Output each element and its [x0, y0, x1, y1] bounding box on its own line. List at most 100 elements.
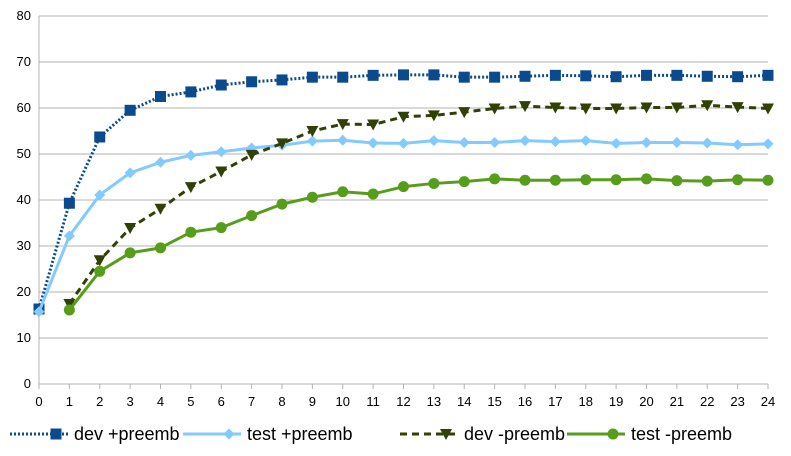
- data-point: [367, 119, 380, 131]
- data-point: [367, 137, 379, 149]
- legend-label: test +preemb: [247, 424, 353, 444]
- legend-label: test -preemb: [631, 424, 732, 444]
- legend-item: test +preemb: [183, 424, 353, 444]
- x-tick-label: 7: [248, 394, 255, 409]
- x-tick-label: 16: [518, 394, 532, 409]
- data-point: [337, 71, 349, 83]
- data-point: [732, 139, 744, 151]
- x-tick-label: 11: [366, 394, 380, 409]
- x-tick-label: 20: [639, 394, 653, 409]
- x-tick-label: 19: [609, 394, 623, 409]
- data-point: [185, 86, 197, 98]
- data-point: [398, 137, 409, 149]
- x-tick-label: 18: [579, 394, 593, 409]
- x-tick-label: 2: [96, 394, 103, 409]
- data-point: [549, 136, 561, 148]
- data-point: [701, 100, 714, 112]
- data-point: [519, 135, 531, 147]
- series-test-preemb: [33, 134, 774, 318]
- legend-marker: [607, 428, 619, 440]
- data-point: [762, 69, 774, 81]
- y-tick-label: 10: [17, 330, 31, 345]
- x-tick-label: 9: [309, 394, 316, 409]
- data-point: [63, 197, 75, 209]
- data-point: [246, 76, 258, 88]
- data-point: [428, 135, 440, 147]
- data-point: [246, 210, 258, 222]
- data-point: [731, 102, 744, 114]
- data-point: [610, 71, 622, 83]
- legend-label: dev -preemb: [464, 424, 565, 444]
- data-point: [670, 102, 683, 114]
- x-tick-label: 12: [396, 394, 410, 409]
- data-point: [458, 137, 470, 148]
- series-dev-preemb: [33, 69, 774, 315]
- data-point: [549, 102, 562, 114]
- x-tick-label: 23: [730, 394, 744, 409]
- data-point: [276, 74, 288, 86]
- legend-item: test -preemb: [567, 424, 732, 444]
- data-point: [428, 177, 440, 189]
- data-point: [185, 149, 197, 161]
- data-point: [367, 188, 379, 200]
- data-point: [63, 304, 75, 316]
- x-tick-label: 6: [218, 394, 225, 409]
- y-tick-label: 0: [24, 376, 31, 391]
- data-point: [640, 102, 653, 114]
- series-layer: [33, 69, 774, 318]
- data-point: [489, 173, 501, 185]
- data-point: [155, 156, 166, 168]
- y-tick-label: 70: [17, 54, 31, 69]
- data-point: [185, 226, 197, 238]
- y-tick-label: 60: [17, 100, 31, 115]
- data-point: [610, 103, 623, 115]
- x-tick-label: 14: [457, 394, 471, 409]
- x-tick-label: 10: [336, 394, 350, 409]
- x-tick-label: 0: [35, 394, 42, 409]
- data-point: [398, 69, 409, 81]
- data-point: [549, 174, 561, 186]
- data-point: [641, 173, 652, 185]
- y-tick-label: 20: [17, 284, 31, 299]
- data-point: [33, 306, 45, 318]
- data-point: [124, 247, 136, 259]
- x-tick-label: 1: [66, 394, 73, 409]
- data-point: [458, 107, 471, 119]
- data-point: [306, 71, 318, 83]
- x-tick-label: 21: [670, 394, 684, 409]
- data-point: [94, 131, 106, 143]
- data-point: [63, 230, 75, 242]
- data-point: [610, 137, 622, 149]
- data-point: [306, 191, 318, 203]
- data-point: [762, 174, 774, 186]
- series-line: [37, 138, 769, 313]
- data-point: [155, 91, 166, 102]
- legend-item: dev -preemb: [400, 424, 565, 444]
- y-tick-label: 50: [17, 146, 31, 161]
- x-tick-label: 15: [487, 394, 501, 409]
- data-point: [579, 103, 592, 115]
- data-point: [124, 104, 136, 116]
- data-point: [336, 119, 349, 131]
- data-point: [519, 101, 531, 113]
- data-point: [215, 222, 227, 234]
- series-dev-preemb: [63, 100, 774, 310]
- data-point: [732, 71, 744, 83]
- data-point: [124, 167, 136, 179]
- data-point: [580, 70, 592, 82]
- x-tick-label: 4: [157, 394, 164, 409]
- data-point: [276, 198, 288, 210]
- data-point: [580, 174, 592, 186]
- x-tick-label: 24: [761, 394, 775, 409]
- x-tick-label: 22: [700, 394, 714, 409]
- data-point: [397, 111, 410, 123]
- data-point: [94, 189, 106, 201]
- x-tick-label: 3: [127, 394, 134, 409]
- legend-marker: [440, 429, 452, 440]
- data-point: [306, 126, 319, 137]
- data-point: [762, 103, 774, 115]
- data-point: [489, 71, 501, 83]
- data-point: [245, 149, 258, 161]
- data-point: [519, 70, 531, 82]
